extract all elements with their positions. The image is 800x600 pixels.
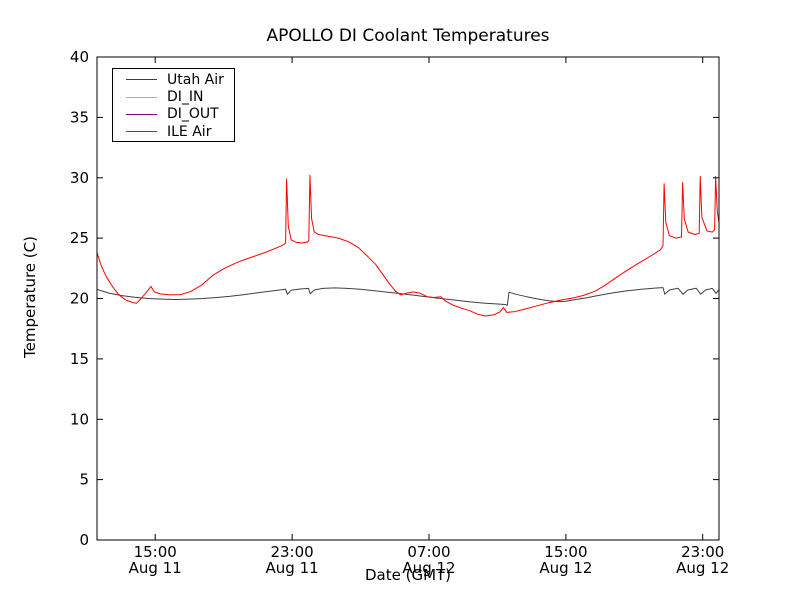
legend-line-sample bbox=[126, 96, 157, 98]
series-line-utah-air bbox=[96, 287, 720, 306]
x-tick-label-time: 15:00 bbox=[544, 543, 587, 561]
x-tick-label-date: Aug 12 bbox=[539, 559, 592, 577]
legend-label: Utah Air bbox=[167, 71, 224, 88]
legend-label: DI_IN bbox=[167, 89, 204, 106]
y-tick-label: 20 bbox=[70, 290, 89, 308]
y-tick-label: 10 bbox=[70, 410, 89, 428]
y-tick-label: 25 bbox=[70, 229, 89, 247]
y-tick-label: 35 bbox=[70, 108, 89, 126]
legend-line-sample bbox=[126, 131, 157, 133]
x-tick-label-time: 15:00 bbox=[134, 543, 177, 561]
y-tick-label: 30 bbox=[70, 169, 89, 187]
x-tick-label-time: 23:00 bbox=[270, 543, 313, 561]
x-tick-label-date: Aug 12 bbox=[676, 559, 729, 577]
x-tick-label-date: Aug 11 bbox=[129, 559, 182, 577]
legend-line-sample bbox=[126, 79, 157, 81]
legend-item-utah-air: Utah Air bbox=[126, 71, 228, 88]
chart-title: APOLLO DI Coolant Temperatures bbox=[266, 26, 550, 46]
y-tick-label: 5 bbox=[79, 471, 89, 489]
y-tick-label: 40 bbox=[70, 48, 89, 66]
x-tick-label-time: 07:00 bbox=[407, 543, 450, 561]
legend-label: ILE Air bbox=[167, 123, 212, 140]
y-tick-label: 0 bbox=[79, 531, 89, 549]
legend-line-sample bbox=[126, 113, 157, 115]
x-axis-label: Date (GMT) bbox=[364, 566, 452, 584]
series-line-ile-air bbox=[96, 174, 720, 317]
legend-item-ile-air: ILE Air bbox=[126, 123, 228, 140]
x-tick-label-time: 23:00 bbox=[681, 543, 724, 561]
y-axis-label: Temperature (C) bbox=[21, 236, 39, 358]
legend-item-di-in: DI_IN bbox=[126, 88, 228, 105]
legend-item-di-out: DI_OUT bbox=[126, 106, 228, 123]
x-tick-label-date: Aug 11 bbox=[266, 559, 319, 577]
legend-label: DI_OUT bbox=[167, 106, 219, 123]
y-tick-label: 15 bbox=[70, 350, 89, 368]
x-tick-label-date: Aug 12 bbox=[402, 559, 455, 577]
legend: Utah Air DI_IN DI_OUT ILE Air bbox=[112, 68, 235, 142]
